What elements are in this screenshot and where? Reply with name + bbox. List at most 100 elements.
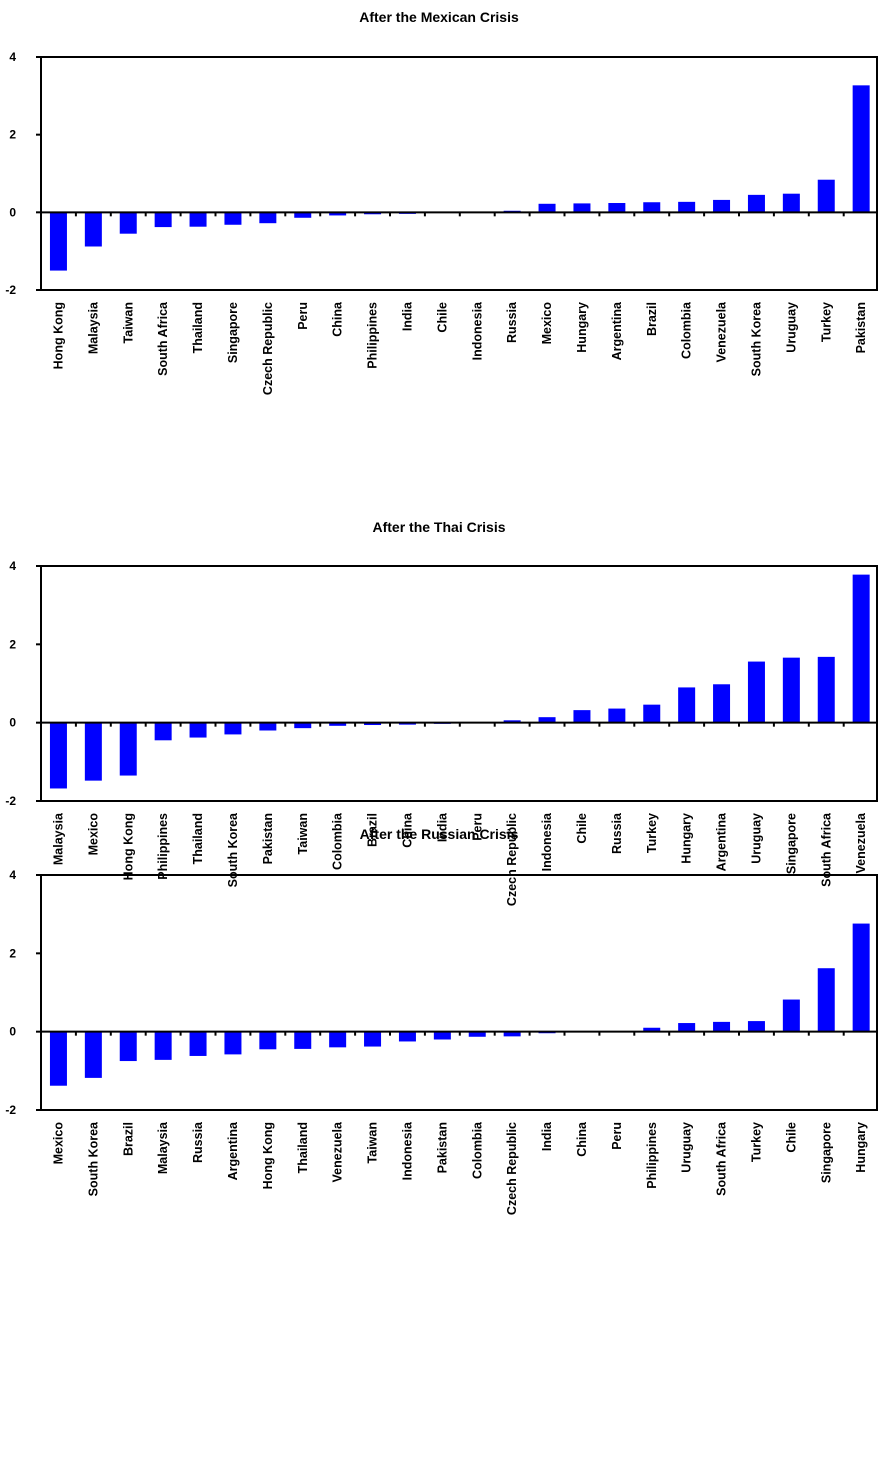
bar-hong-kong	[259, 1031, 277, 1050]
x-tick-label: Brazil	[121, 1122, 135, 1156]
x-tick-label: Thailand	[191, 302, 205, 353]
y-tick-label: 2	[9, 946, 16, 960]
x-tick-label: Russia	[610, 812, 624, 854]
y-tick-label: -2	[5, 794, 16, 808]
x-tick-label: Pakistan	[854, 302, 868, 353]
x-tick-label: China	[400, 812, 414, 848]
bar-taiwan	[119, 212, 137, 234]
bar-hungary	[678, 687, 696, 723]
x-tick-label: Hungary	[854, 1122, 868, 1173]
x-tick-label: Hong Kong	[121, 813, 135, 880]
x-tick-label: Brazil	[366, 813, 380, 847]
y-tick-label: 0	[9, 1025, 16, 1039]
bar-south-africa	[154, 212, 172, 228]
bar-colombia	[468, 1031, 486, 1037]
bar-singapore	[817, 968, 835, 1032]
x-tick-label: Uruguay	[784, 302, 798, 353]
bar-china	[329, 212, 347, 216]
bar-philippines	[643, 1027, 661, 1032]
x-tick-label: Russia	[505, 301, 519, 343]
bar-mexico	[49, 1031, 67, 1086]
x-tick-label: Singapore	[784, 813, 798, 874]
x-tick-label: Turkey	[749, 1122, 763, 1162]
x-tick-label: Taiwan	[366, 1122, 380, 1163]
x-tick-label: Venezuela	[715, 301, 729, 362]
x-tick-label: Hungary	[680, 813, 694, 864]
x-tick-label: Taiwan	[296, 813, 310, 854]
bar-turkey	[817, 179, 835, 213]
y-tick-label: 2	[9, 637, 16, 651]
bar-russia	[189, 1031, 207, 1056]
x-tick-label: Uruguay	[680, 1122, 694, 1173]
x-tick-label: China	[575, 1121, 589, 1157]
bar-argentina	[608, 203, 626, 213]
x-tick-label: Indonesia	[540, 812, 554, 871]
x-tick-label: Chile	[435, 302, 449, 333]
bar-pakistan	[852, 85, 870, 213]
x-tick-label: Hong Kong	[261, 1122, 275, 1189]
bar-argentina	[713, 684, 731, 723]
x-tick-label: Uruguay	[749, 813, 763, 864]
bar-czech-republic	[503, 1031, 521, 1037]
bar-thailand	[294, 1031, 312, 1049]
x-tick-label: Czech Republic	[261, 302, 275, 395]
bar-singapore	[782, 657, 800, 723]
x-tick-label: Philippines	[366, 302, 380, 369]
bar-indonesia	[538, 717, 556, 723]
bar-south-africa	[817, 656, 835, 723]
y-tick-label: 2	[9, 128, 16, 142]
chart-title: After the Russian Crisis	[360, 826, 519, 842]
bar-brazil	[364, 722, 382, 726]
x-tick-label: Argentina	[226, 1121, 240, 1180]
bar-pakistan	[259, 722, 277, 731]
bar-philippines	[154, 722, 172, 741]
x-tick-label: Malaysia	[86, 301, 100, 354]
x-tick-label: Czech Republic	[505, 1122, 519, 1215]
x-tick-label: Malaysia	[51, 812, 65, 865]
bar-thailand	[189, 212, 207, 227]
x-tick-label: Thailand	[191, 813, 205, 864]
bar-hong-kong	[119, 722, 137, 776]
x-tick-label: Mexico	[86, 813, 100, 856]
bar-mexico	[84, 722, 102, 781]
bar-turkey	[643, 704, 661, 723]
bar-brazil	[643, 202, 661, 213]
x-tick-label: South Africa	[715, 1121, 729, 1196]
x-tick-label: Peru	[296, 302, 310, 330]
x-tick-label: Pakistan	[261, 813, 275, 864]
x-tick-label: Venezuela	[854, 812, 868, 873]
x-tick-label: Turkey	[645, 813, 659, 853]
bar-russia	[608, 708, 626, 723]
bar-peru	[294, 212, 312, 218]
x-tick-label: Colombia	[680, 301, 694, 359]
x-tick-label: Hong Kong	[51, 302, 65, 369]
bar-south-korea	[224, 722, 242, 735]
x-tick-label: South Korea	[226, 812, 240, 887]
x-tick-label: South Africa	[156, 301, 170, 376]
bar-malaysia	[49, 722, 67, 789]
y-tick-label: 4	[9, 50, 16, 64]
x-tick-label: Mexico	[51, 1122, 65, 1165]
x-tick-label: Czech Republic	[505, 813, 519, 906]
x-tick-label: Indonesia	[400, 1121, 414, 1180]
bar-pakistan	[433, 1031, 451, 1040]
bar-thailand	[189, 722, 207, 738]
bar-south-korea	[84, 1031, 102, 1078]
bar-uruguay	[747, 661, 765, 723]
x-tick-label: Malaysia	[156, 1121, 170, 1174]
y-tick-label: 4	[9, 868, 16, 882]
y-tick-label: 4	[9, 559, 16, 573]
x-tick-label: Taiwan	[121, 302, 135, 343]
x-tick-label: Philippines	[645, 1122, 659, 1189]
bar-indonesia	[398, 1031, 416, 1042]
x-tick-label: Philippines	[156, 813, 170, 880]
bar-brazil	[119, 1031, 137, 1062]
bar-colombia	[329, 722, 347, 726]
x-tick-label: Russia	[191, 1121, 205, 1163]
x-tick-label: Venezuela	[331, 1121, 345, 1182]
x-tick-label: Argentina	[610, 301, 624, 360]
bar-malaysia	[154, 1031, 172, 1060]
y-tick-label: -2	[5, 283, 16, 297]
x-tick-label: Indonesia	[470, 301, 484, 360]
